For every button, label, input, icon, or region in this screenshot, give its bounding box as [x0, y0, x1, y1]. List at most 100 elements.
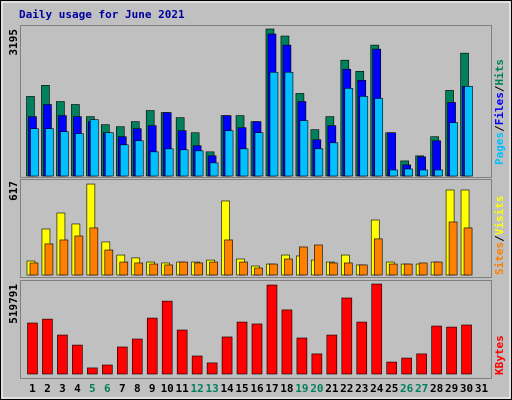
bar — [164, 264, 173, 276]
bar — [239, 261, 248, 276]
bar — [164, 148, 174, 177]
bar — [296, 337, 308, 375]
x-tick-label: 23 — [355, 382, 368, 395]
bar — [194, 150, 204, 177]
bar — [146, 317, 158, 375]
bar — [191, 355, 203, 375]
bar — [344, 88, 354, 177]
bar — [176, 329, 188, 375]
bar — [105, 132, 114, 177]
bar — [373, 238, 383, 276]
x-tick-label: 21 — [325, 382, 339, 395]
x-tick-label: 17 — [265, 382, 278, 395]
x-tick-label: 27 — [415, 382, 428, 395]
legend: Sites/Visits — [493, 196, 506, 276]
x-tick-label: 25 — [385, 382, 398, 395]
x-tick-label: 19 — [295, 382, 308, 395]
bar — [131, 338, 143, 375]
bar — [221, 336, 233, 375]
x-tick-label: 30 — [460, 382, 473, 395]
y-tick-label: 519791 — [7, 284, 20, 324]
bar — [418, 262, 428, 276]
bar — [431, 325, 442, 375]
bar — [209, 261, 218, 276]
bar — [194, 262, 203, 276]
bar — [449, 122, 458, 177]
bar — [311, 353, 323, 375]
bar — [401, 357, 412, 375]
bar — [389, 169, 399, 177]
bar — [403, 263, 413, 276]
x-tick-label: 9 — [149, 382, 156, 395]
bar — [314, 148, 324, 177]
x-tick-label: 16 — [250, 382, 264, 395]
bar — [42, 318, 53, 375]
bar — [206, 362, 218, 375]
bar — [236, 321, 248, 375]
bar — [59, 239, 69, 276]
bar — [74, 235, 84, 276]
bar — [448, 221, 458, 276]
legend-entry: Pages — [493, 132, 506, 165]
bar — [90, 119, 99, 177]
legend-entry: Visits — [493, 196, 506, 236]
bar — [179, 149, 189, 177]
x-tick-label: 26 — [400, 382, 414, 395]
x-tick-label: 12 — [191, 382, 204, 395]
y-tick-label: 3195 — [7, 29, 20, 56]
x-tick-label: 29 — [445, 382, 458, 395]
bar — [299, 120, 309, 177]
bar — [29, 262, 39, 276]
bar — [239, 148, 249, 177]
bar — [269, 71, 279, 177]
bar — [119, 261, 129, 276]
bar — [119, 144, 129, 177]
bar — [387, 132, 397, 177]
bar — [75, 133, 84, 177]
bar — [72, 344, 83, 375]
x-tick-label: 28 — [430, 382, 443, 395]
bar — [60, 131, 69, 177]
bar — [386, 361, 398, 375]
x-tick-label: 31 — [475, 382, 489, 395]
legend-separator: / — [493, 85, 506, 92]
bar — [284, 71, 294, 177]
x-tick-label: 6 — [104, 382, 111, 395]
legend: Pages/Files/Hits — [493, 59, 506, 165]
bar — [329, 142, 339, 177]
bar — [209, 162, 219, 177]
bar — [329, 262, 338, 276]
bar — [134, 140, 144, 177]
x-tick-label: 1 — [29, 382, 36, 395]
x-tick-label: 7 — [119, 382, 126, 395]
x-tick-label: 5 — [89, 382, 96, 395]
bar — [104, 249, 114, 276]
x-tick-label: 13 — [205, 382, 218, 395]
bar — [134, 262, 144, 276]
bar — [299, 246, 308, 276]
bar — [57, 334, 68, 375]
bar — [464, 86, 473, 177]
legend-separator: / — [493, 125, 506, 132]
bar — [161, 300, 173, 375]
bar — [284, 258, 293, 276]
bar — [358, 264, 368, 276]
bar — [149, 151, 159, 177]
bar — [116, 346, 128, 375]
x-tick-label: 3 — [59, 382, 66, 395]
bar — [254, 132, 264, 177]
legend: KBytes — [493, 335, 506, 375]
legend-entry: Hits — [493, 59, 506, 86]
bar — [446, 326, 457, 375]
bar — [251, 323, 263, 375]
bar — [30, 128, 39, 177]
bar — [344, 262, 353, 276]
bar — [44, 243, 54, 276]
y-tick-label: 617 — [7, 181, 20, 201]
bar — [269, 263, 278, 276]
x-tick-label: 15 — [235, 382, 248, 395]
bar — [356, 321, 368, 375]
legend-entry: Sites — [493, 242, 506, 275]
